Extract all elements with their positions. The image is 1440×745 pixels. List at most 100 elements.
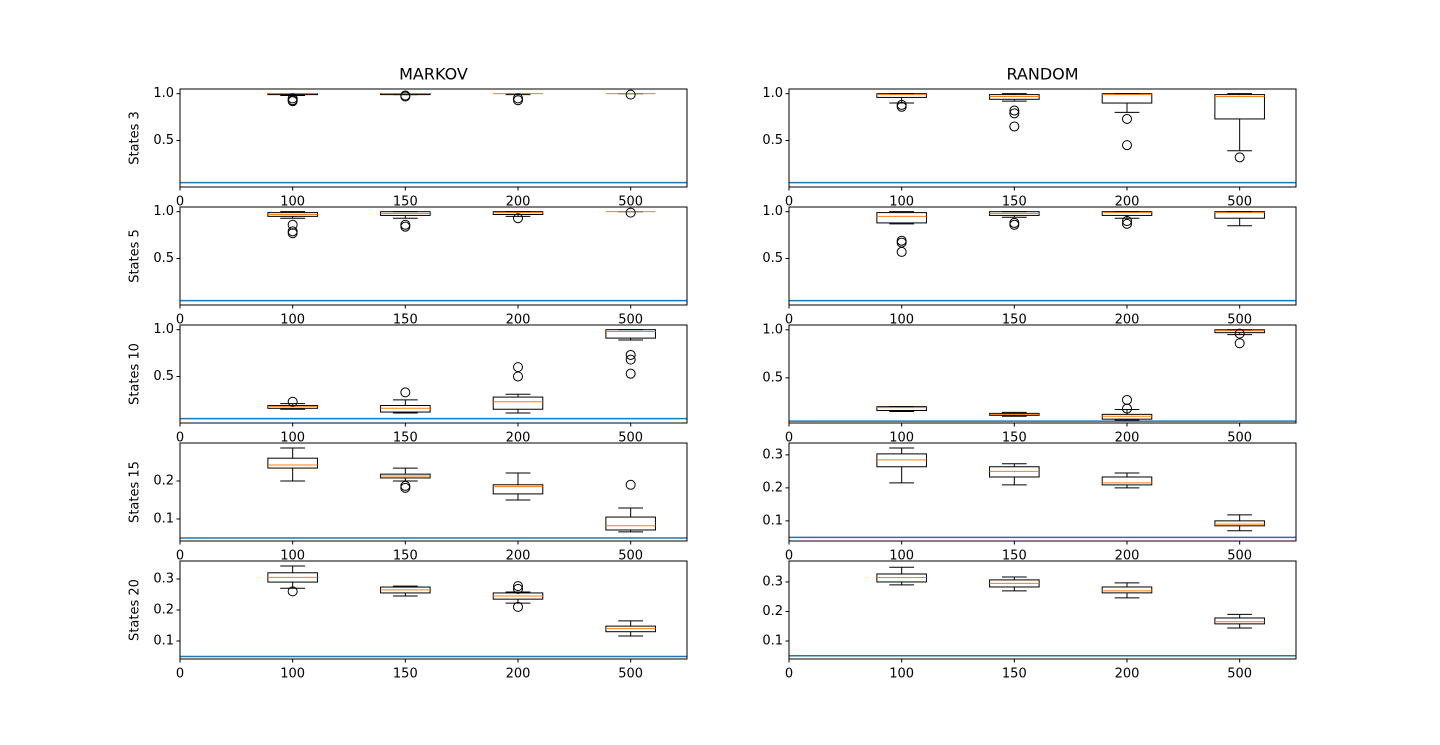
flier xyxy=(513,213,523,224)
axes-frame xyxy=(179,442,688,542)
flier xyxy=(1009,219,1020,230)
flier xyxy=(400,221,411,232)
flier xyxy=(625,207,636,218)
x-tick-label: 100 xyxy=(280,313,305,328)
x-tick-label: 0 xyxy=(785,195,793,210)
y-tick-label: 0.2 xyxy=(153,473,174,488)
x-tick-label: 500 xyxy=(1227,667,1252,682)
x-tick-label: 150 xyxy=(1002,313,1027,328)
y-tick-label: 0.2 xyxy=(762,604,783,619)
box xyxy=(1214,617,1265,625)
flier xyxy=(513,581,523,592)
flier xyxy=(625,354,636,365)
x-tick-label: 150 xyxy=(393,431,418,446)
axes-frame xyxy=(788,324,1297,424)
box xyxy=(1101,211,1153,216)
x-tick-label: 200 xyxy=(1115,667,1140,682)
flier xyxy=(1122,113,1132,124)
box xyxy=(876,406,927,412)
axes-frame xyxy=(179,206,688,306)
x-tick-label: 200 xyxy=(1115,313,1140,328)
y-tick-label: 0.3 xyxy=(153,571,174,586)
x-tick-label: 100 xyxy=(280,431,305,446)
x-tick-label: 100 xyxy=(280,195,305,210)
flier xyxy=(400,387,411,398)
x-tick-label: 150 xyxy=(393,313,418,328)
flier xyxy=(1122,140,1132,151)
x-tick-label: 500 xyxy=(618,549,643,564)
flier xyxy=(896,101,907,112)
x-tick-label: 200 xyxy=(1115,431,1140,446)
y-axis-label: States 3 xyxy=(128,111,143,165)
flier xyxy=(1122,403,1132,414)
box xyxy=(492,484,544,495)
x-tick-label: 150 xyxy=(393,667,418,682)
flier xyxy=(625,89,636,100)
x-tick-label: 0 xyxy=(176,667,184,682)
axes-background xyxy=(789,325,1296,423)
x-tick-label: 200 xyxy=(506,667,531,682)
y-tick-label: 0.2 xyxy=(762,480,783,495)
x-tick-label: 200 xyxy=(506,549,531,564)
y-tick-label: 1.0 xyxy=(762,322,783,337)
x-tick-label: 0 xyxy=(176,195,184,210)
axes-background xyxy=(180,325,687,423)
y-tick-label: 0.1 xyxy=(153,634,174,649)
axes-background xyxy=(180,561,687,659)
x-tick-label: 0 xyxy=(785,549,793,564)
axes-background xyxy=(789,443,1296,541)
x-tick-label: 0 xyxy=(785,431,793,446)
box xyxy=(1214,94,1265,120)
flier xyxy=(1009,105,1020,116)
x-tick-label: 500 xyxy=(618,431,643,446)
axes-background xyxy=(180,443,687,541)
flier xyxy=(1122,218,1132,229)
axes-frame xyxy=(179,324,688,424)
box xyxy=(492,396,544,410)
x-tick-label: 500 xyxy=(618,313,643,328)
flier xyxy=(1009,121,1020,132)
x-tick-label: 200 xyxy=(1115,195,1140,210)
x-tick-label: 100 xyxy=(889,431,914,446)
axes-frame xyxy=(179,88,688,188)
x-tick-label: 150 xyxy=(1002,195,1027,210)
axes-background xyxy=(789,207,1296,305)
y-tick-label: 0.1 xyxy=(762,513,783,528)
flier xyxy=(513,601,523,612)
x-tick-label: 100 xyxy=(889,313,914,328)
flier xyxy=(1009,108,1020,119)
box xyxy=(1214,211,1265,219)
x-tick-label: 200 xyxy=(506,313,531,328)
axes-background xyxy=(180,207,687,305)
y-tick-label: 0.2 xyxy=(153,603,174,618)
flier xyxy=(1234,328,1245,339)
box xyxy=(876,93,927,98)
x-tick-label: 0 xyxy=(176,549,184,564)
y-tick-label: 0.1 xyxy=(153,511,174,526)
flier xyxy=(287,219,298,230)
axes-background xyxy=(789,561,1296,659)
box xyxy=(1101,93,1153,104)
y-tick-label: 0.1 xyxy=(762,633,783,648)
axes-frame xyxy=(788,88,1297,188)
flier xyxy=(287,396,298,407)
flier xyxy=(287,228,298,239)
y-tick-label: 0.5 xyxy=(153,133,174,148)
y-tick-label: 1.0 xyxy=(762,86,783,101)
axes-frame xyxy=(788,206,1297,306)
axes-background xyxy=(180,89,687,187)
x-tick-label: 150 xyxy=(393,195,418,210)
y-tick-label: 0.3 xyxy=(762,447,783,462)
y-tick-label: 0.5 xyxy=(153,251,174,266)
box xyxy=(1101,476,1153,486)
x-tick-label: 150 xyxy=(1002,549,1027,564)
x-tick-label: 500 xyxy=(618,667,643,682)
flier xyxy=(287,586,298,597)
flier xyxy=(1122,216,1132,227)
y-tick-label: 1.0 xyxy=(153,204,174,219)
flier xyxy=(625,368,636,379)
x-tick-label: 0 xyxy=(785,667,793,682)
x-tick-label: 200 xyxy=(506,431,531,446)
